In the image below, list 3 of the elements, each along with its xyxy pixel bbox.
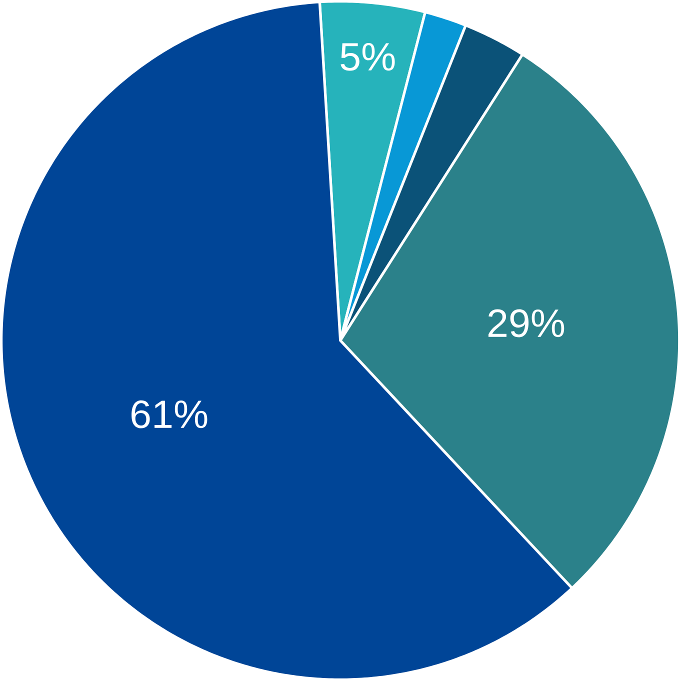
data-label: 29% [488,309,564,338]
data-label: 61% [132,400,208,428]
data-label: 5% [340,42,395,71]
